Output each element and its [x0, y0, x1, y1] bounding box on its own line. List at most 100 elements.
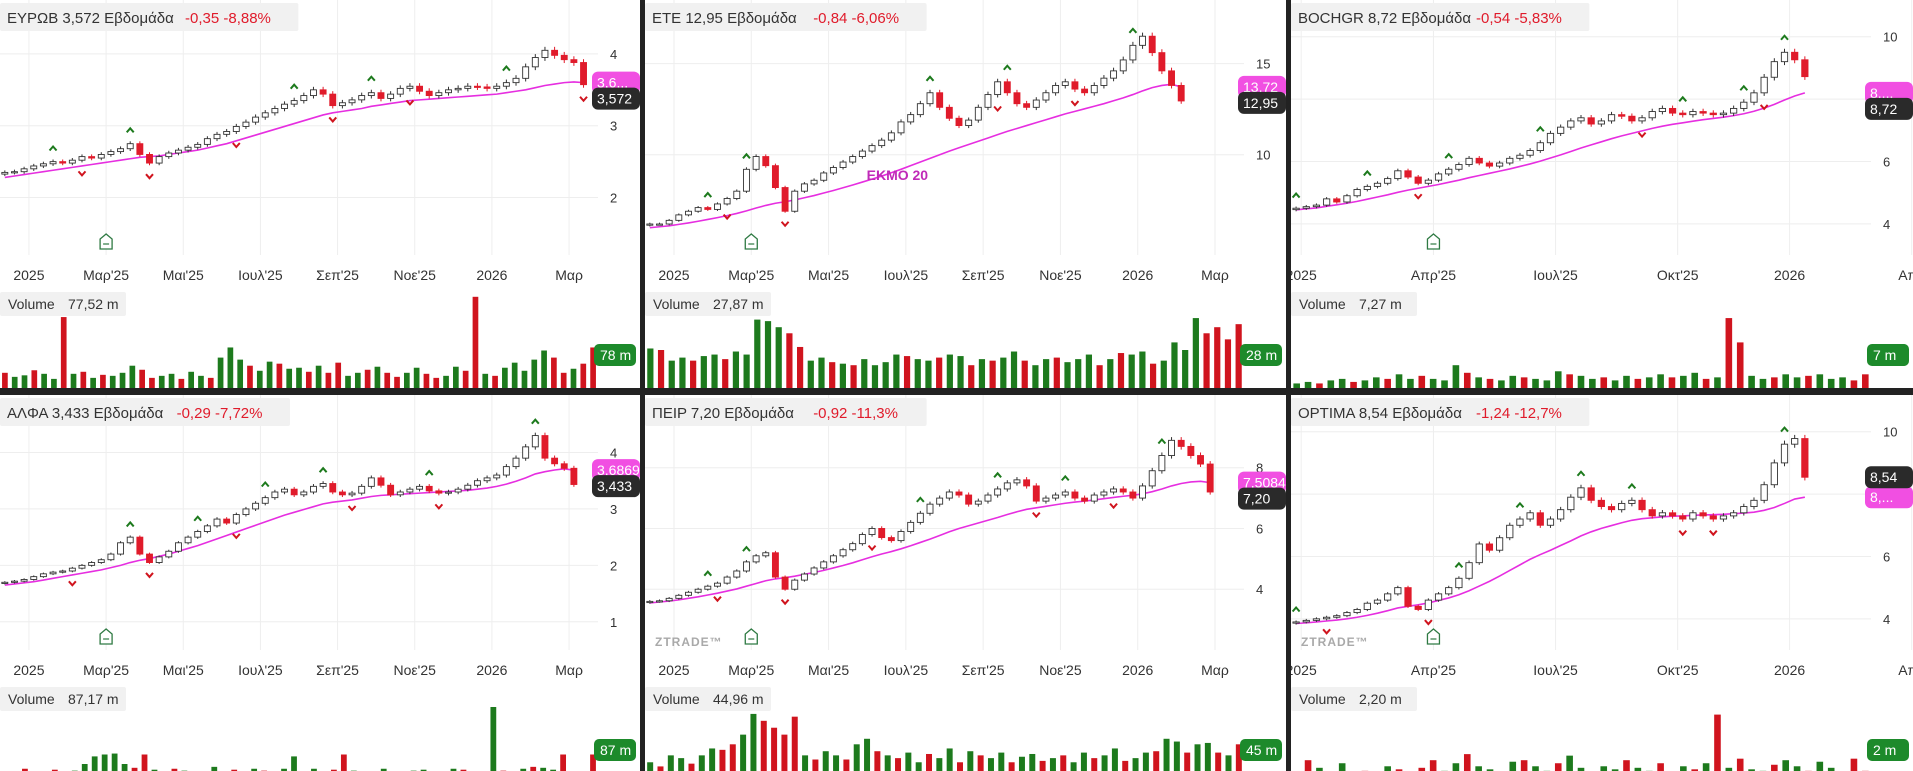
candle [1495, 537, 1504, 551]
candle [1689, 111, 1697, 116]
candle [435, 490, 443, 494]
candle [665, 219, 673, 225]
candle [473, 480, 481, 486]
candle [1740, 101, 1748, 109]
period: Εβδομάδα [104, 10, 174, 27]
x-tick-label: Σεπ'25 [962, 662, 1005, 678]
candle [1760, 484, 1768, 501]
candle [1618, 502, 1626, 511]
candle [1042, 497, 1050, 502]
candle [223, 131, 231, 135]
y-tick-label: 1 [610, 615, 617, 630]
volume-bar [291, 756, 297, 771]
candle [704, 207, 712, 210]
candle [1323, 198, 1331, 206]
volume-bar [936, 758, 943, 771]
ma20-line [649, 83, 1182, 229]
period: Εβδομάδα [727, 10, 797, 27]
volume-bar [1486, 769, 1494, 771]
x-tick-label: 2025 [658, 662, 689, 678]
event-flag-icon [744, 628, 758, 645]
volume-bar [987, 758, 994, 771]
candle [464, 484, 472, 490]
candle [1607, 506, 1616, 511]
volume-bar [41, 373, 47, 388]
candle [483, 86, 491, 89]
volume-bar [843, 759, 850, 771]
x-tick-label: Απρ'25 [1411, 267, 1456, 283]
candle [656, 600, 663, 603]
candle [685, 210, 692, 216]
volume-bar [198, 375, 204, 388]
up-fractal-mark [125, 126, 135, 133]
candle [406, 85, 414, 89]
price-tag-text: 8,54 [1870, 469, 1897, 485]
volume-bar [861, 359, 868, 388]
down-fractal-mark [1759, 104, 1769, 111]
volume-value: 27,87 m [713, 296, 764, 312]
candle [1148, 35, 1156, 54]
x-tick-label: Ιουλ'25 [238, 662, 283, 678]
volume-bar [109, 375, 116, 388]
candle [1587, 487, 1595, 501]
candle [1760, 76, 1768, 94]
volume-bar [281, 768, 287, 771]
candle [878, 139, 886, 147]
down-fractal-mark [145, 572, 154, 579]
volume-bar [1736, 758, 1744, 771]
candle [570, 467, 578, 485]
candle [473, 85, 481, 88]
volume-bar [722, 359, 729, 388]
volume-bar [1000, 357, 1007, 388]
up-fractal-mark [1536, 125, 1545, 132]
candle [1638, 117, 1646, 122]
volume-bar [957, 356, 964, 388]
volume-bar [251, 768, 258, 771]
candle [1343, 612, 1351, 617]
y-tick-label: 10 [1883, 425, 1897, 440]
volume-bar [1163, 738, 1170, 771]
candle [1023, 479, 1031, 487]
volume-bar [1304, 381, 1312, 388]
volume-bar [833, 755, 840, 771]
candle [1424, 599, 1432, 610]
volume-tag-text: 2 m [1873, 742, 1896, 758]
volume-bar [839, 363, 846, 388]
candle [531, 435, 539, 448]
candle [416, 85, 424, 92]
candle [396, 491, 404, 496]
candle [1158, 455, 1166, 472]
volume-bar [1204, 742, 1211, 771]
candle [213, 518, 221, 527]
volume-bar [1589, 378, 1596, 388]
volume-bar [647, 762, 654, 771]
candle [252, 116, 260, 123]
event-flag-icon [99, 628, 113, 645]
volume-bar [1060, 755, 1067, 771]
candle [107, 553, 115, 561]
volume-tag-text: 28 m [1246, 347, 1277, 363]
candle [1475, 157, 1483, 164]
volume-header-background [1291, 687, 1417, 711]
down-fractal-mark [713, 596, 722, 603]
candle [1567, 120, 1575, 128]
x-tick-label: Οκτ'25 [1657, 662, 1699, 678]
candle [752, 555, 760, 563]
up-fractal-mark [1157, 437, 1167, 445]
volume-bar [1475, 377, 1482, 388]
down-fractal-mark [1413, 193, 1423, 200]
candle [1061, 81, 1069, 86]
ma-value-text: 13,72 [1243, 79, 1278, 95]
candle [30, 576, 38, 580]
volume-bar [247, 365, 253, 388]
candle [97, 559, 105, 563]
candle [49, 571, 57, 575]
candle [1373, 182, 1382, 187]
volume-bar [131, 767, 138, 771]
candle [1536, 512, 1544, 526]
down-fractal-mark [1070, 100, 1080, 107]
chart-header-background [645, 3, 927, 31]
candle [1791, 438, 1799, 445]
candle [878, 528, 886, 539]
volume-tag-text: 45 m [1246, 742, 1277, 758]
